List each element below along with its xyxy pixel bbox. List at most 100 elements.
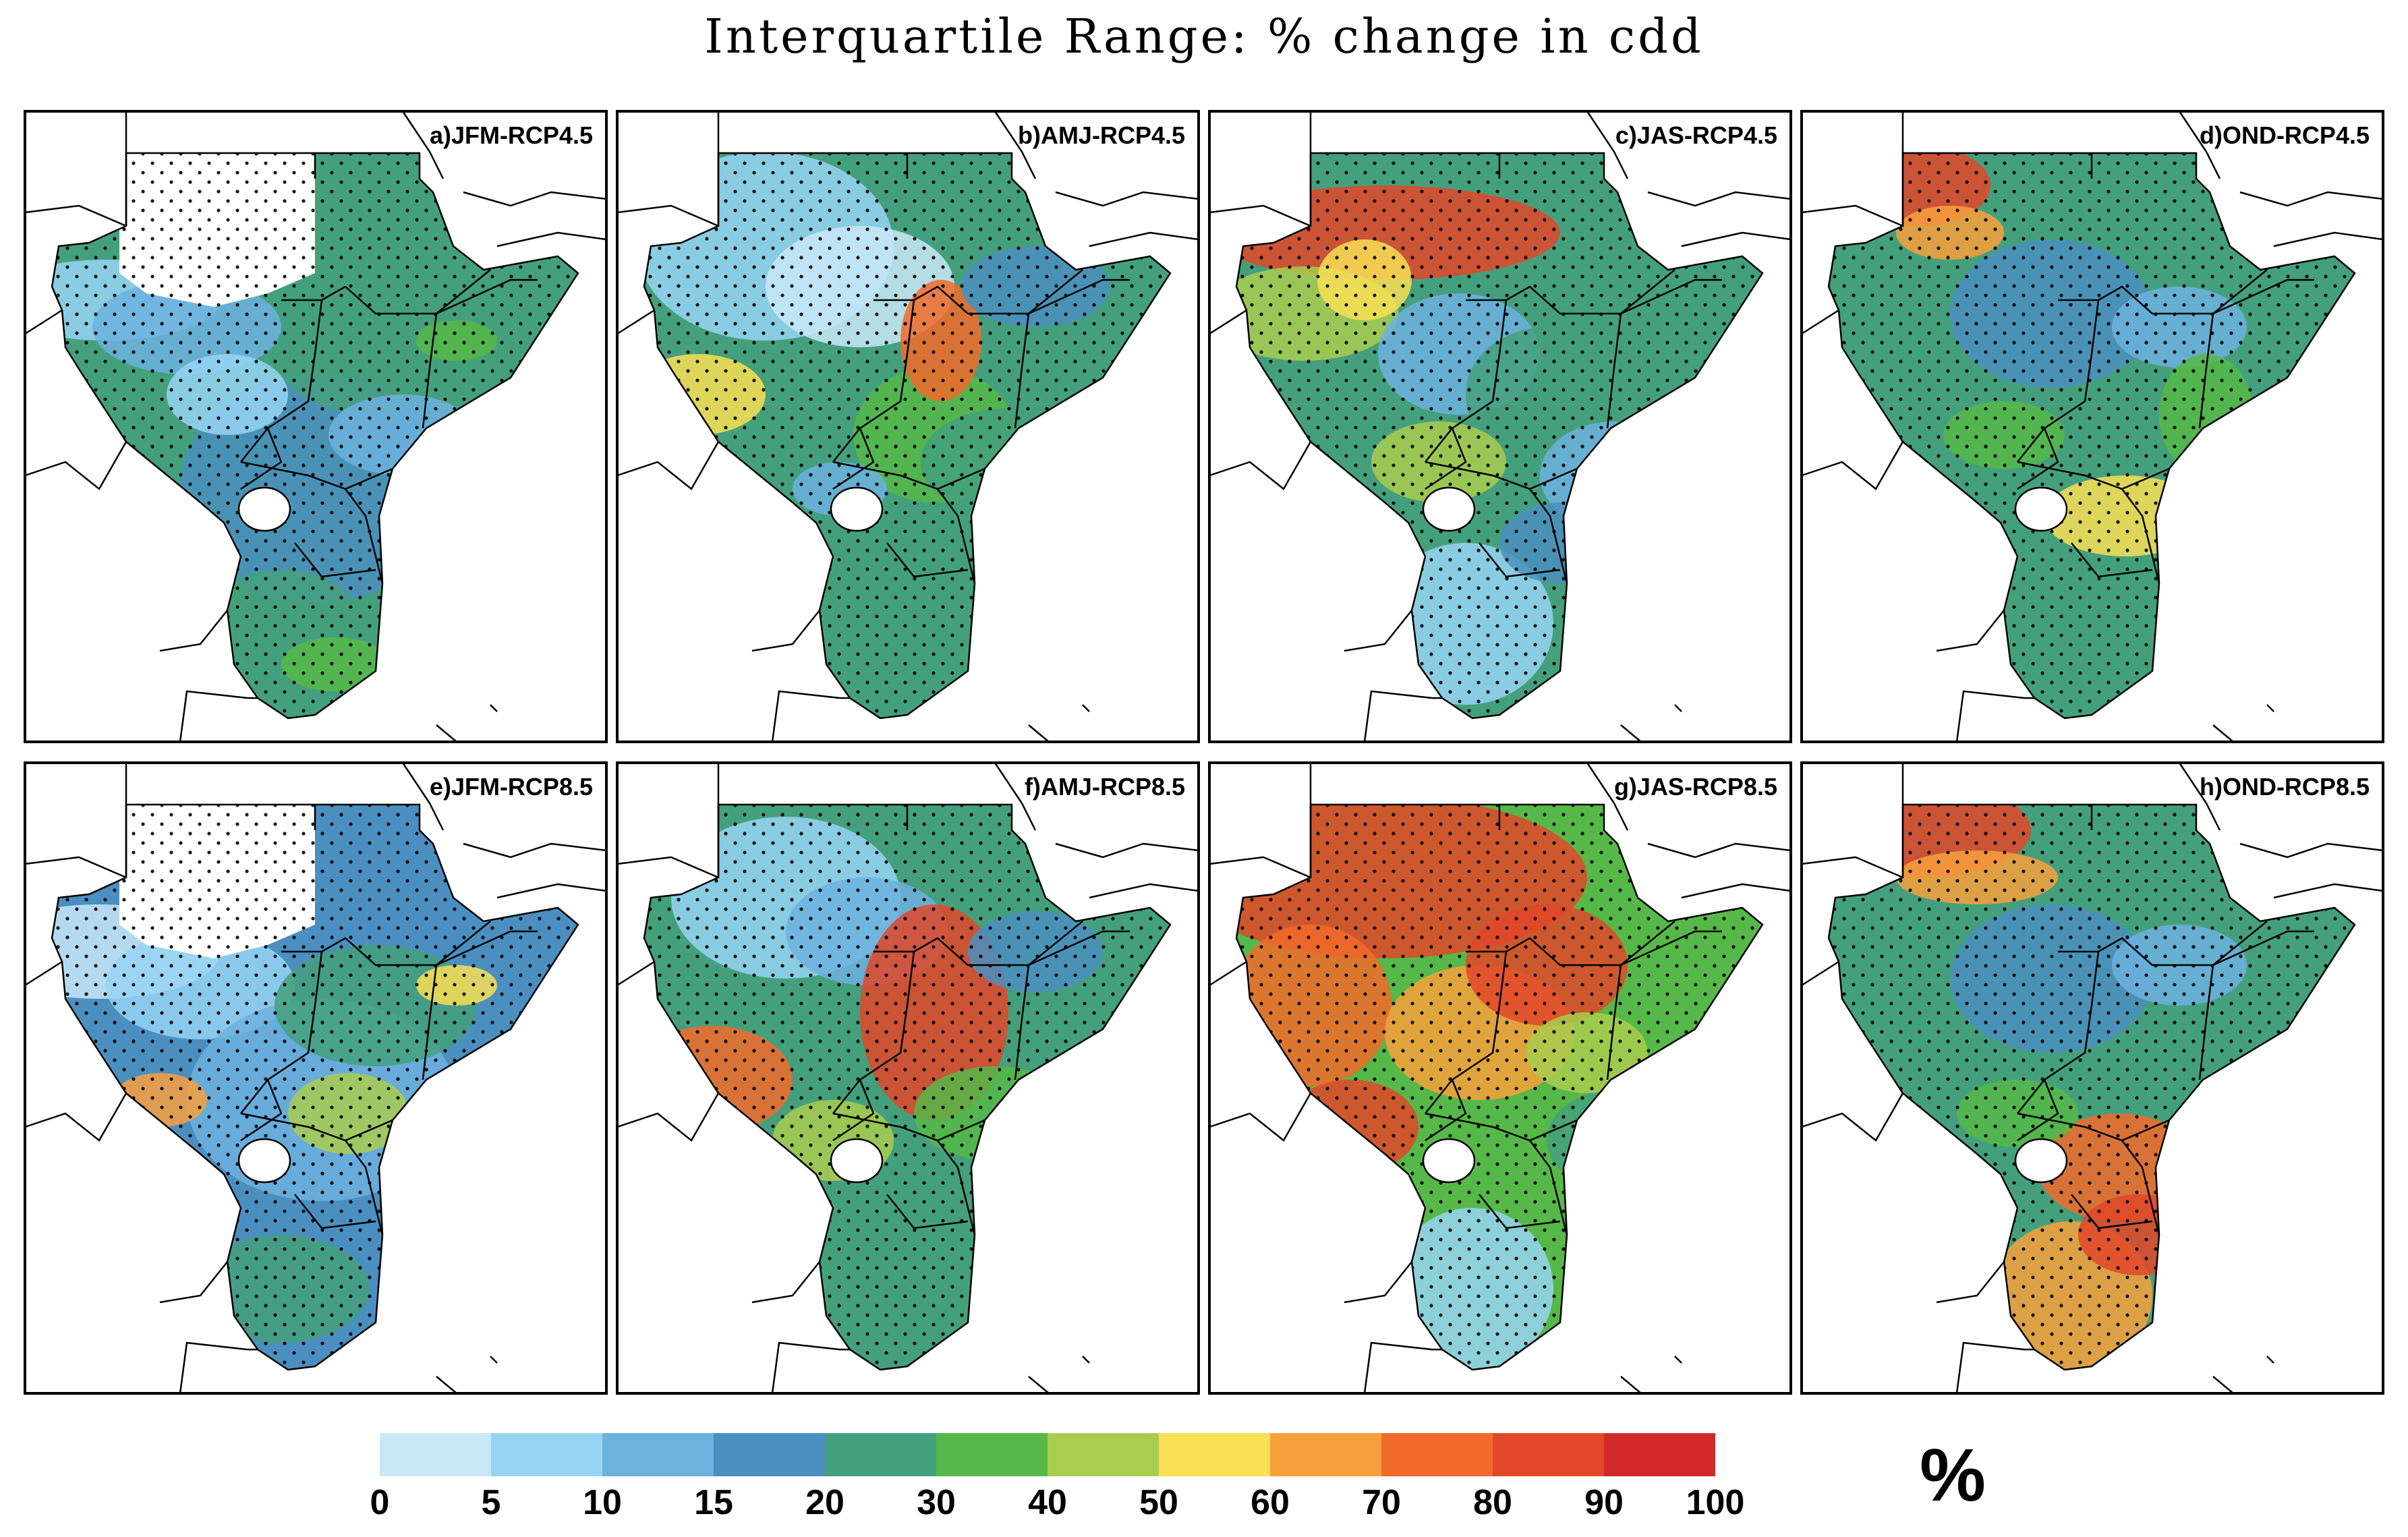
colorbar-tick: 100 [1686, 1483, 1745, 1522]
colorbar-tick: 60 [1251, 1483, 1290, 1522]
country-border [1425, 428, 1467, 490]
neighbor-border [1082, 1356, 1090, 1364]
country-border [436, 279, 538, 315]
country-border [832, 428, 875, 490]
neighbor-border [617, 856, 719, 879]
colorbar-tick: 50 [1139, 1483, 1178, 1522]
neighbor-border [751, 610, 820, 652]
country-border [2212, 279, 2314, 315]
country-border [281, 921, 491, 966]
neighbor-border [1209, 309, 1247, 335]
neighbor-border [24, 309, 63, 335]
country-border [1028, 930, 1130, 966]
colorbar-tick: 15 [694, 1483, 733, 1522]
colorbar-swatch [1159, 1433, 1270, 1476]
panel-label: b)AMJ-RCP4.5 [1018, 121, 1185, 149]
country-border [1466, 921, 1675, 966]
country-border [2121, 488, 2160, 584]
lake-victoria [830, 1138, 884, 1184]
country-border [1014, 964, 1030, 1080]
country-border [345, 488, 384, 584]
country-border [873, 921, 1083, 966]
neighbor-border [490, 1356, 498, 1364]
neighbor-border [2178, 762, 2221, 831]
neighbor-border [2239, 842, 2384, 859]
neighbor-border [1955, 1341, 2034, 1394]
colorbar-tick: 20 [805, 1483, 844, 1522]
neighbor-border [1209, 441, 1312, 490]
colorbar-swatch [380, 1433, 491, 1476]
country-border [886, 542, 969, 578]
country-border [422, 964, 438, 1080]
neighbor-border [1801, 856, 1903, 879]
colorbar-unit: % [1920, 1434, 1986, 1517]
neighbor-border [496, 883, 607, 899]
country-border [1425, 461, 1578, 490]
neighbor-border [617, 1093, 720, 1142]
country-border [2017, 1112, 2170, 1142]
panel-jas-rcp45: c)JAS-RCP4.5 [1208, 110, 1792, 743]
neighbor-border [1936, 1261, 2005, 1304]
neighbor-border [490, 704, 498, 712]
country-border [1425, 951, 1508, 1114]
panel-jfm-rcp45: a)JFM-RCP4.5 [24, 110, 608, 743]
country-border [240, 1112, 393, 1142]
figure-title: Interquartile Range: % change in cdd [704, 9, 1704, 64]
lake-victoria [237, 1138, 291, 1184]
neighbor-border [1681, 883, 1791, 899]
panel-label: c)JAS-RCP4.5 [1615, 121, 1777, 149]
country-border [2058, 921, 2268, 966]
colorbar-tick: 40 [1028, 1483, 1067, 1522]
lake-victoria [2014, 1138, 2068, 1184]
country-border [1014, 313, 1030, 429]
country-border [832, 461, 985, 490]
neighbor-border [1089, 883, 1199, 899]
country-border [832, 1112, 985, 1142]
country-border [1620, 930, 1722, 966]
country-border [422, 313, 438, 429]
country-border [937, 488, 976, 584]
country-border [2017, 428, 2059, 490]
country-border [832, 1079, 875, 1142]
neighbor-border [1801, 204, 1903, 227]
country-border [1479, 1194, 1561, 1229]
colorbar-tick: 10 [583, 1483, 622, 1522]
country-border [2198, 964, 2214, 1080]
neighbor-border [1089, 231, 1199, 248]
panel-amj-rcp85: f)AMJ-RCP8.5 [616, 761, 1200, 1395]
country-border [2121, 1140, 2160, 1236]
neighbor-border [2266, 1356, 2274, 1364]
colorbar-swatch [491, 1433, 602, 1476]
neighbor-border [1209, 204, 1311, 227]
country-border [2017, 299, 2100, 463]
neighbor-border [617, 204, 719, 227]
country-border [1425, 1112, 1578, 1142]
panel-label: e)JFM-RCP8.5 [430, 773, 593, 801]
country-border [832, 299, 915, 463]
neighbor-border [617, 960, 655, 987]
country-border [2017, 1079, 2059, 1142]
neighbor-border [1344, 610, 1412, 652]
neighbor-border [2212, 1376, 2234, 1394]
country-border [1425, 1079, 1467, 1142]
lake-victoria [2014, 486, 2068, 532]
colorbar-swatch [825, 1433, 936, 1476]
country-border [1479, 542, 1561, 578]
neighbor-border [24, 204, 127, 227]
colorbar-tick: 90 [1584, 1483, 1624, 1522]
neighbor-border [159, 1261, 228, 1304]
neighbor-border [2178, 111, 2221, 179]
neighbor-border [1082, 704, 1090, 712]
country-border [240, 299, 323, 463]
country-border [1028, 279, 1130, 315]
country-border [294, 1194, 376, 1229]
colorbar-swatch [1048, 1433, 1159, 1476]
panel-grid: a)JFM-RCP4.5 b)AMJ-RCP4.5 c)JAS-RCP4.5 d)ON… [24, 110, 2384, 1395]
neighbor-border [751, 1261, 820, 1304]
neighbor-border [1028, 1376, 1050, 1394]
neighbor-border [994, 762, 1037, 831]
colorbar-swatch [714, 1433, 825, 1476]
country-border [1606, 313, 1622, 429]
country-border [240, 951, 323, 1114]
